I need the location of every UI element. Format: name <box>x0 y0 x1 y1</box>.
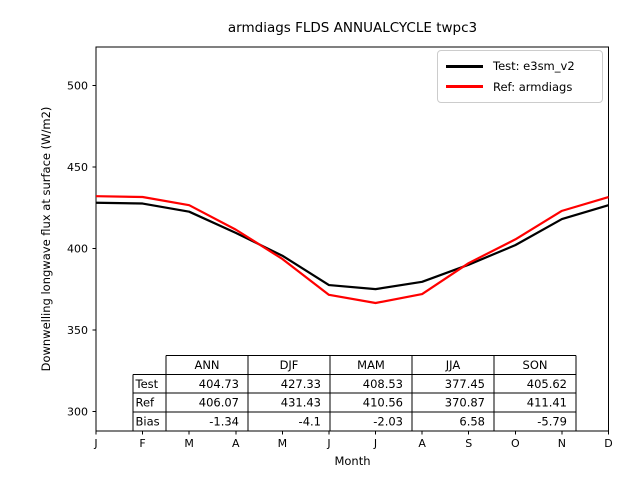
x-tick-label: D <box>604 437 612 450</box>
legend-label-ref: Ref: armdiags <box>493 79 573 94</box>
table-col-header: DJF <box>280 358 299 372</box>
table-cell-value: 410.56 <box>363 396 403 410</box>
test-line-swatch <box>446 64 483 68</box>
y-tick-label: 300 <box>67 405 88 418</box>
data-lines <box>95 195 609 305</box>
x-tick-label: O <box>511 437 520 450</box>
table-col-header: MAM <box>357 358 385 372</box>
y-tick-label: 400 <box>67 242 88 255</box>
x-tick-label: S <box>465 437 472 450</box>
table-cell-value: 6.58 <box>459 415 485 429</box>
table-cell-value: 377.45 <box>445 377 485 391</box>
x-tick-label: A <box>418 437 426 450</box>
y-tick-label: 350 <box>67 324 88 337</box>
legend-item-ref: Ref: armdiags <box>446 80 594 94</box>
y-tick-label: 450 <box>67 161 88 174</box>
y-tick-label: 500 <box>67 79 88 92</box>
axes-frame <box>95 46 609 432</box>
table-row-label: Ref <box>136 396 156 410</box>
x-axis-label: Month <box>334 454 371 468</box>
series-line-ref <box>95 195 609 305</box>
table-col-header: SON <box>523 358 548 372</box>
table-cell-value: 370.87 <box>445 396 485 410</box>
table-cell-value: 405.62 <box>527 377 567 391</box>
stats-table: ANN DJF MAM JJA SON Test 404.73 427.33 408.53 377… <box>132 354 577 432</box>
table-cell-value: 431.43 <box>281 396 321 410</box>
x-tick-label: J <box>373 437 377 450</box>
table-col-header: ANN <box>194 358 219 372</box>
x-tick-label: A <box>232 437 240 450</box>
x-tick-label: J <box>326 437 330 450</box>
x-tick-label: M <box>278 437 288 450</box>
table-col-header: JJA <box>445 358 461 372</box>
table-cell-value: 408.53 <box>363 377 403 391</box>
table-cell-value: -5.79 <box>537 415 567 429</box>
series-line-test <box>95 201 609 291</box>
table-row-label: Bias <box>136 415 160 429</box>
table-cell-value: -1.34 <box>209 415 239 429</box>
table-row-label: Test <box>135 377 159 391</box>
legend-item-test: Test: e3sm_v2 <box>446 59 594 73</box>
chart-title: armdiags FLDS ANNUALCYCLE twpc3 <box>227 20 478 36</box>
x-tick-label: N <box>558 437 566 450</box>
ref-line-swatch <box>446 85 483 89</box>
x-tick-label: F <box>139 437 145 450</box>
table-cell-value: 427.33 <box>281 377 321 391</box>
x-tick-label: J <box>93 437 97 450</box>
table-cell-value: 406.07 <box>199 396 239 410</box>
x-tick-label: M <box>184 437 194 450</box>
legend-label-test: Test: e3sm_v2 <box>493 59 575 74</box>
table-cell-value: -2.03 <box>373 415 403 429</box>
table-cell-value: 404.73 <box>199 377 239 391</box>
table-cell-value: -4.1 <box>299 415 321 429</box>
table-cell-value: 411.41 <box>527 396 567 410</box>
legend: Test: e3sm_v2 Ref: armdiags <box>437 50 603 103</box>
